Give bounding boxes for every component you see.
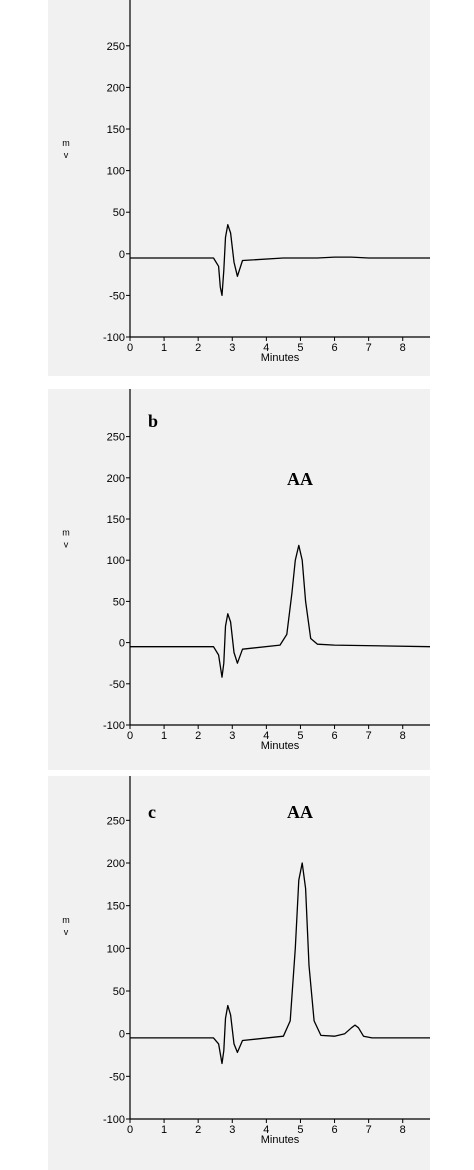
x-tick-label: 7 xyxy=(366,342,372,354)
y-axis-label-top: m xyxy=(62,528,70,538)
y-tick-label: 0 xyxy=(119,1029,125,1041)
x-tick-label: 5 xyxy=(297,1124,303,1136)
y-axis-label-bottom: v xyxy=(64,540,69,550)
x-tick-label: 6 xyxy=(331,342,337,354)
x-tick-label: 2 xyxy=(195,1124,201,1136)
x-tick-label: 2 xyxy=(195,730,201,742)
x-axis-label: Minutes xyxy=(261,352,300,364)
y-tick-label: 0 xyxy=(119,638,125,650)
x-tick-label: 3 xyxy=(229,1124,235,1136)
x-tick-label: 8 xyxy=(400,342,406,354)
chromatogram-panel-b: 250 200 150 100 50 0 -50 -100 0 1 2 3 4 5 6 7 8 Minutes m v… xyxy=(48,389,430,770)
x-tick-label: 0 xyxy=(127,342,133,354)
y-tick-label: 50 xyxy=(113,596,125,608)
panel-letter: b xyxy=(148,411,158,431)
x-tick-label: 4 xyxy=(263,730,269,742)
x-tick-label: 1 xyxy=(161,342,167,354)
y-tick-label: 250 xyxy=(107,432,125,444)
y-axis-label-top: m xyxy=(62,138,70,148)
x-tick-label: 3 xyxy=(229,730,235,742)
y-tick-label: 100 xyxy=(107,166,125,178)
y-tick-label: 100 xyxy=(107,943,125,955)
y-tick-label: -100 xyxy=(103,1114,125,1126)
y-tick-label: 50 xyxy=(113,207,125,219)
y-tick-label: -100 xyxy=(103,720,125,732)
y-axis-label-bottom: v xyxy=(64,927,69,937)
y-tick-label: -50 xyxy=(109,290,125,302)
y-tick-label: 100 xyxy=(107,555,125,567)
x-tick-label: 7 xyxy=(366,730,372,742)
y-tick-label: 200 xyxy=(107,473,125,485)
x-tick-label: 7 xyxy=(366,1124,372,1136)
x-tick-label: 8 xyxy=(400,1124,406,1136)
y-axis-label-top: m xyxy=(62,915,70,925)
y-tick-label: 150 xyxy=(107,514,125,526)
x-tick-label: 4 xyxy=(263,1124,269,1136)
x-tick-label: 0 xyxy=(127,730,133,742)
x-axis-label: Minutes xyxy=(261,1134,300,1146)
x-tick-label: 0 xyxy=(127,1124,133,1136)
chromatogram-trace xyxy=(130,544,430,678)
x-tick-label: 1 xyxy=(161,1124,167,1136)
x-tick-label: 8 xyxy=(400,730,406,742)
y-tick-label: 250 xyxy=(107,815,125,827)
peak-annotation: AA xyxy=(287,469,313,489)
x-tick-label: 6 xyxy=(331,1124,337,1136)
y-tick-label: 50 xyxy=(113,986,125,998)
x-tick-label: 3 xyxy=(229,342,235,354)
y-tick-label: 200 xyxy=(107,858,125,870)
x-tick-label: 5 xyxy=(297,730,303,742)
panel-letter: c xyxy=(148,802,156,822)
y-tick-label: -100 xyxy=(103,332,125,344)
x-axis-label: Minutes xyxy=(261,740,300,752)
y-tick-label: -50 xyxy=(109,679,125,691)
y-tick-label: -50 xyxy=(109,1071,125,1083)
x-tick-label: 1 xyxy=(161,730,167,742)
y-axis-label-bottom: v xyxy=(64,150,69,160)
chromatogram-panel-c: 250 200 150 100 50 0 -50 -100 0 1 2 3 4 5 6 7 8 Minutes m v… xyxy=(48,776,430,1170)
y-tick-label: 150 xyxy=(107,124,125,136)
y-tick-label: 0 xyxy=(119,249,125,261)
x-tick-label: 2 xyxy=(195,342,201,354)
peak-annotation: AA xyxy=(287,802,313,822)
x-tick-label: 5 xyxy=(297,342,303,354)
x-tick-label: 4 xyxy=(263,342,269,354)
chromatogram-trace xyxy=(130,862,430,1065)
y-tick-label: 150 xyxy=(107,901,125,913)
x-tick-label: 6 xyxy=(331,730,337,742)
chromatogram-panel-a: 250 200 150 100 50 0 -50 -100 0 1 2 3 4 5 6 7 8 Minutes m v xyxy=(48,0,430,376)
y-tick-label: 250 xyxy=(107,41,125,53)
chromatogram-trace xyxy=(130,224,430,297)
y-tick-label: 200 xyxy=(107,82,125,94)
